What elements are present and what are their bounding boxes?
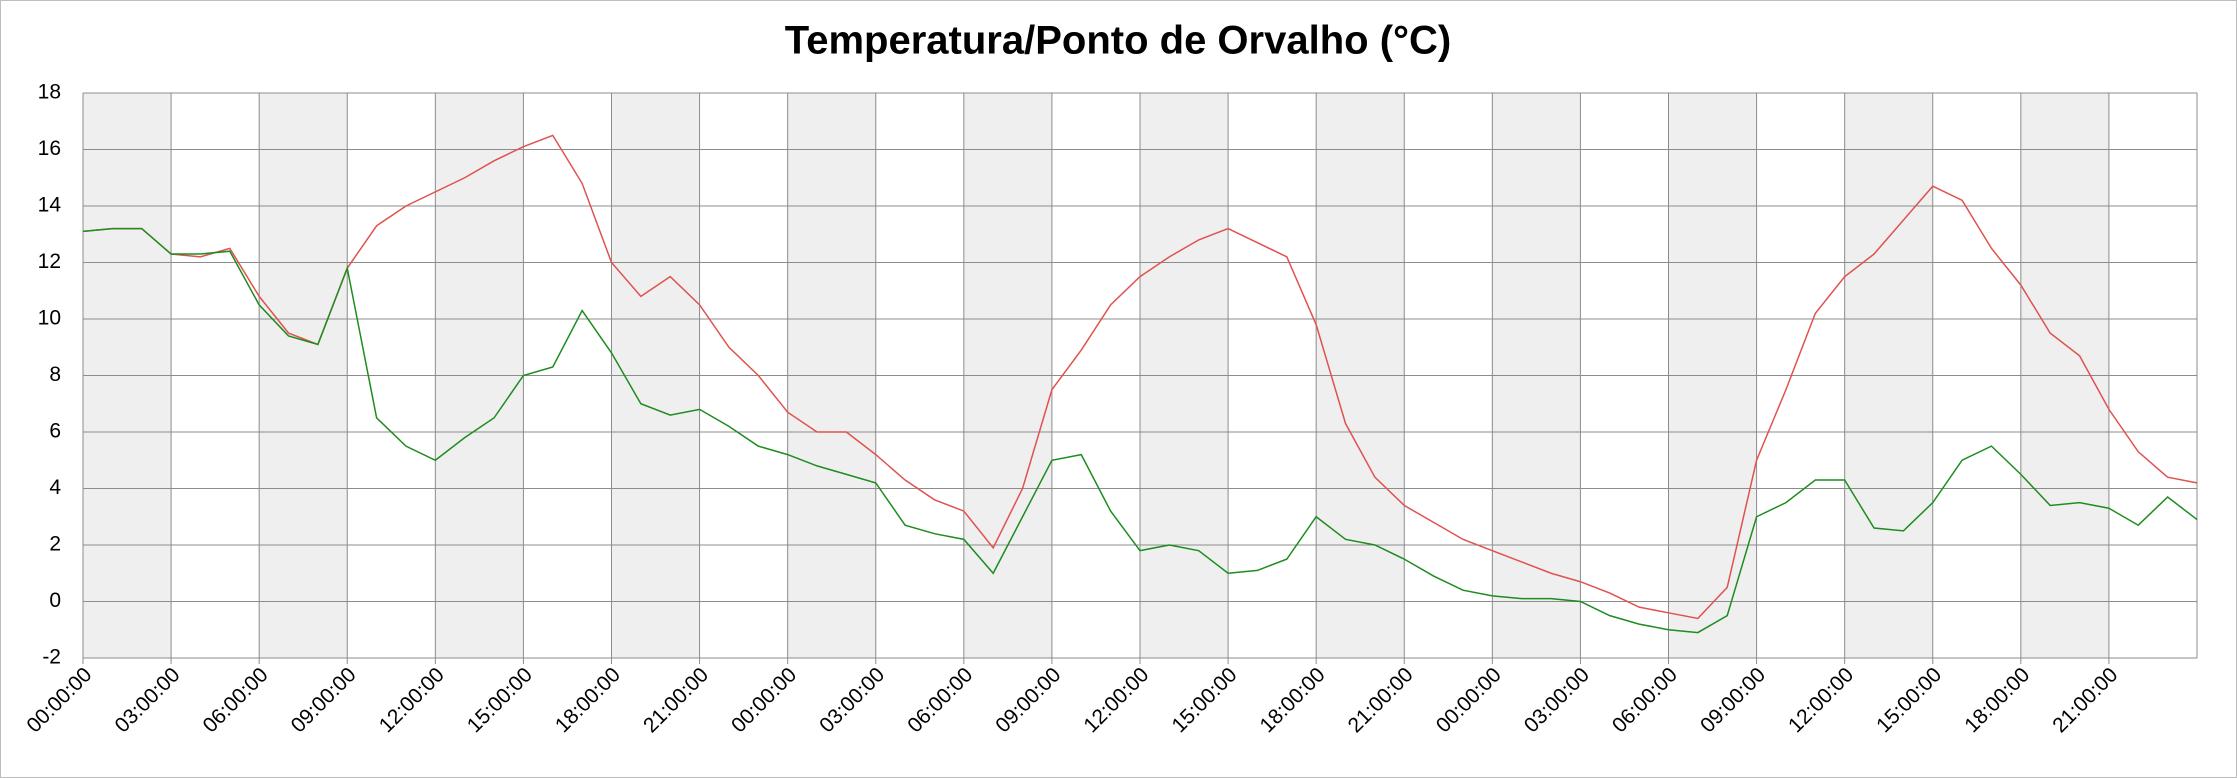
series-line bbox=[82, 227, 2198, 634]
y-tick-label: 14 bbox=[38, 194, 62, 217]
y-tick-label: 12 bbox=[38, 250, 61, 273]
y-tick-label: 6 bbox=[49, 420, 61, 443]
y-tick-label: 2 bbox=[49, 533, 61, 556]
y-tick-label: 18 bbox=[38, 81, 61, 104]
series-line bbox=[82, 134, 2198, 620]
y-tick-label: 8 bbox=[49, 363, 61, 386]
y-tick-label: 0 bbox=[49, 589, 61, 612]
y-tick-label: 10 bbox=[38, 307, 61, 330]
chart-title: Temperatura/Ponto de Orvalho (°C) bbox=[785, 19, 1451, 63]
y-tick-label: -2 bbox=[42, 646, 61, 669]
y-tick-label: 4 bbox=[49, 476, 61, 499]
y-tick-label: 16 bbox=[38, 137, 61, 160]
